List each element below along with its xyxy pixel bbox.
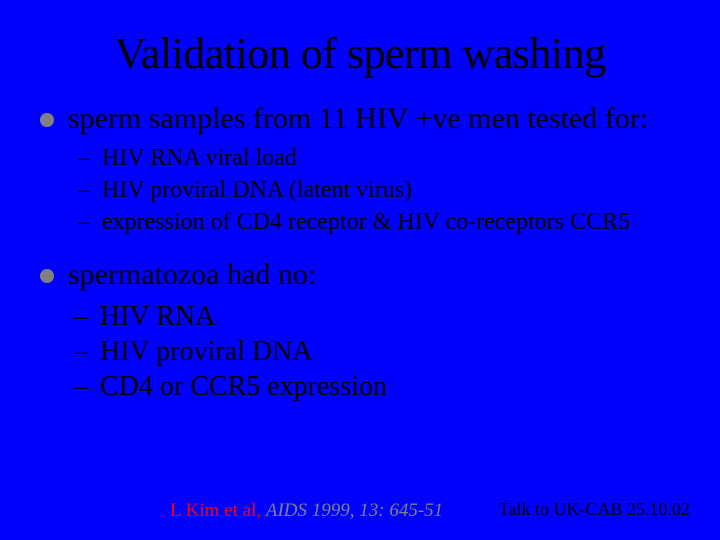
bullet-text: HIV RNA viral load (102, 143, 680, 173)
bullet-text: CD4 or CCR5 expression (100, 369, 680, 404)
bullet-level2: – HIV proviral DNA (74, 334, 680, 369)
bullet-level1: spermatozoa had no: (40, 257, 680, 293)
dash-icon: – (78, 175, 96, 205)
bullet-text: HIV proviral DNA (latent virus) (102, 175, 680, 205)
dash-icon: – (78, 143, 96, 173)
bullet-level2: – CD4 or CCR5 expression (74, 369, 680, 404)
bullet-text: expression of CD4 receptor & HIV co-rece… (102, 207, 680, 237)
bullet-text: sperm samples from 11 HIV +ve men tested… (68, 101, 680, 137)
bullet-dot-icon (40, 113, 54, 127)
bullet-level2: – HIV RNA (74, 299, 680, 334)
bullet-dot-icon (40, 269, 54, 283)
dash-icon: – (74, 334, 94, 369)
spacer (40, 239, 680, 247)
bullet-level2: – HIV proviral DNA (latent virus) (78, 175, 680, 205)
bullet-text: HIV proviral DNA (100, 334, 680, 369)
citation-journal: AIDS 1999, 13: 645-51 (266, 500, 443, 521)
bullet-level2: – HIV RNA viral load (78, 143, 680, 173)
dash-icon: – (74, 299, 94, 334)
slide: Validation of sperm washing sperm sample… (0, 0, 720, 540)
bullet-text: HIV RNA (100, 299, 680, 334)
bullet-level2: – expression of CD4 receptor & HIV co-re… (78, 207, 680, 237)
dash-icon: – (74, 369, 94, 404)
bullet-level1: sperm samples from 11 HIV +ve men tested… (40, 101, 680, 137)
footer-text: Talk to UK-CAB 25.10.02 (499, 499, 690, 520)
dash-icon: – (78, 207, 96, 237)
citation-author: L Kim et al, (170, 500, 266, 521)
bullet-text: spermatozoa had no: (68, 257, 680, 293)
citation: L Kim et al, AIDS 1999, 13: 645-51 (170, 500, 443, 522)
slide-title: Validation of sperm washing (40, 28, 680, 79)
